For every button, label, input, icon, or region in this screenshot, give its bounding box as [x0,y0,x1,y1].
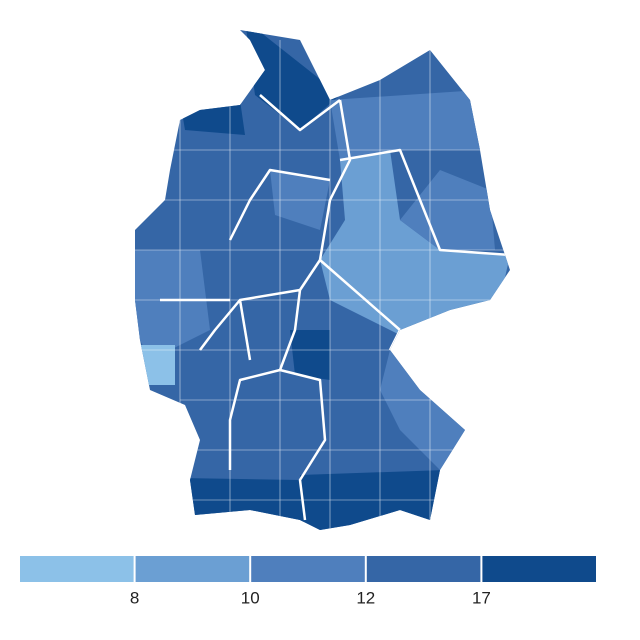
region [400,170,495,250]
region [330,90,490,160]
legend-label: 8 [130,588,139,607]
region [290,330,330,380]
region [180,478,305,530]
region [140,345,175,385]
region [135,250,210,360]
legend-swatch [366,556,481,582]
district-borders [135,40,505,530]
state-borders [160,94,510,521]
legend-label: 17 [472,588,491,607]
legend-label: 10 [241,588,260,607]
region [320,150,510,335]
legend-swatch [482,556,596,582]
legend-swatch [135,556,250,582]
legend: 8 10 12 17 [20,556,596,607]
legend-swatch [251,556,365,582]
region [380,350,470,470]
region [180,100,245,135]
legend-swatch [20,556,134,582]
germany-map [135,30,510,530]
region [300,470,445,530]
legend-label: 12 [356,588,375,607]
